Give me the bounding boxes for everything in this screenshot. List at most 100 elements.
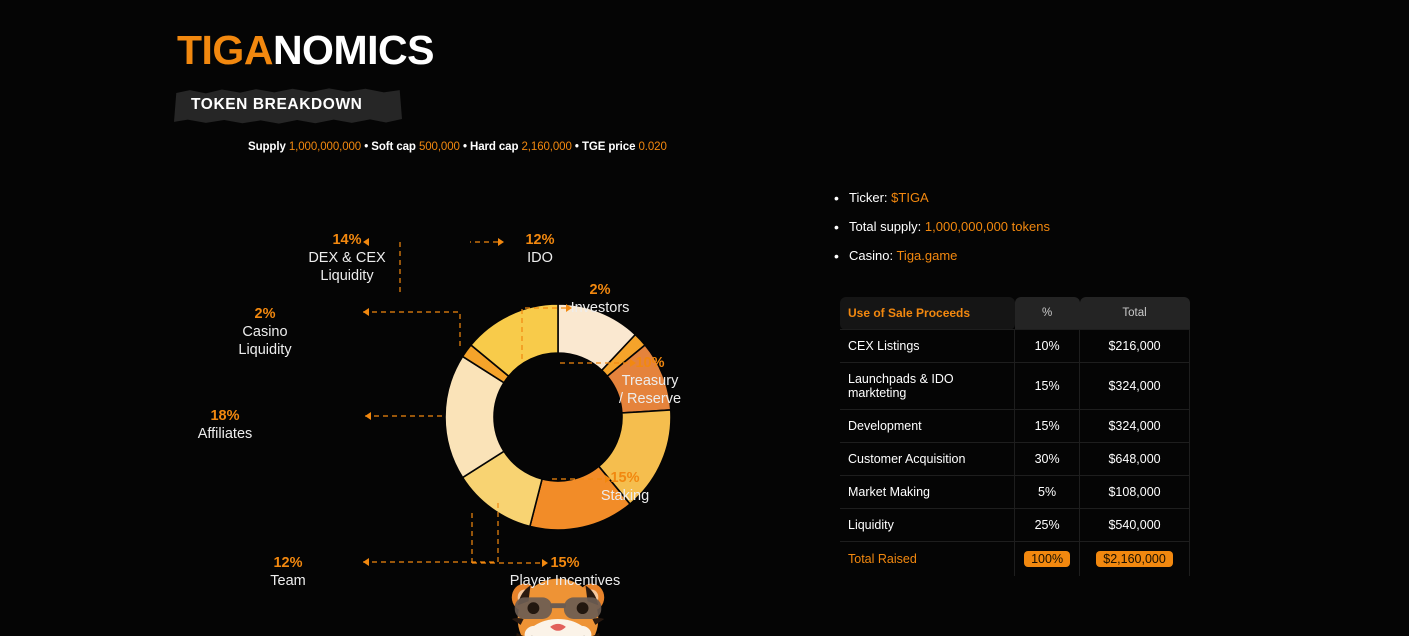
chart-label-pct: 12% [525, 232, 555, 248]
section-badge-background [174, 88, 402, 124]
stat-separator-1: • [364, 141, 369, 153]
chart-label-treasury-reserve: 10% Treasury / Reserve [580, 355, 720, 408]
table-header-row: Use of Sale Proceeds % Total [840, 297, 1190, 330]
cell-category: Liquidity [840, 508, 1015, 542]
chart-label-ido: 12% IDO [480, 232, 600, 267]
chart-label-name: Investors [570, 299, 630, 316]
supply-stats-line: Supply 1,000,000,000 • Soft cap 500,000 … [248, 141, 667, 153]
chart-label-name: Treasury / Reserve [618, 372, 682, 407]
supply-value: 1,000,000,000 [288, 141, 362, 153]
chart-label-name: Staking [600, 487, 650, 504]
cell-category: CEX Listings [840, 329, 1015, 363]
chart-label-casino-liquidity: 2% Casino Liquidity [200, 306, 330, 359]
chart-label-staking: 15% Staking [560, 470, 690, 505]
chart-label-team: 12% Team [218, 555, 358, 590]
tge-price-label: TGE price [581, 141, 636, 153]
brand-logo-part2: NOMICS [272, 27, 435, 73]
table-row: CEX Listings 10% $216,000 [840, 329, 1190, 363]
cell-total: $648,000 [1079, 442, 1190, 476]
leader-arrow-icon [630, 359, 636, 367]
leader-arrow-icon [498, 238, 504, 246]
table-head: Use of Sale Proceeds % Total [840, 297, 1190, 330]
tiger-mascot-icon [511, 578, 605, 636]
cell-total-percent: 100% [1014, 541, 1081, 576]
cell-percent: 15% [1014, 409, 1081, 443]
stat-separator-2: • [462, 141, 467, 153]
softcap-label: Soft cap [371, 141, 416, 153]
chart-label-dex-cex-liquidity: 14% DEX & CEX Liquidity [272, 232, 422, 285]
chart-label-pct: 15% [550, 555, 580, 571]
fact-label: Total supply: [849, 218, 922, 234]
cell-category: Customer Acquisition [840, 442, 1015, 476]
table-row: Development 15% $324,000 [840, 409, 1190, 443]
table-body: CEX Listings 10% $216,000 Launchpads & IDO … [840, 329, 1190, 576]
table-row: Liquidity 25% $540,000 [840, 508, 1190, 542]
cell-category: Development [840, 409, 1015, 443]
fact-value: 1,000,000,000 tokens [924, 218, 1050, 234]
cell-total-label: Total Raised [840, 541, 1015, 576]
softcap-value: 500,000 [418, 141, 460, 153]
hardcap-label: Hard cap [469, 141, 519, 153]
cell-percent: 15% [1014, 362, 1081, 410]
cell-total: $540,000 [1079, 508, 1190, 542]
fact-value-link[interactable]: Tiga.game [896, 247, 958, 263]
cell-total-amount: $2,160,000 [1079, 541, 1190, 576]
leader-arrow-icon [566, 304, 572, 312]
chart-label-pct: 14% [332, 232, 362, 248]
fact-label: Ticker: [849, 190, 888, 205]
leader-arrow-icon [542, 559, 548, 567]
chart-label-name: Team [270, 572, 306, 589]
cell-percent: 25% [1014, 508, 1081, 542]
chart-label-pct: 2% [589, 282, 611, 298]
chart-label-name: IDO [527, 249, 553, 266]
cell-percent: 10% [1014, 329, 1081, 363]
token-allocation-donut-chart: 14% DEX & CEX Liquidity 2% Casino Liquidit… [160, 200, 780, 636]
tge-price-value: 0.020 [638, 141, 667, 153]
stat-separator-3: • [574, 141, 579, 153]
leader-arrows [363, 238, 636, 567]
chart-label-pct: 18% [210, 408, 240, 424]
brand-logo: TIGANOMICS [177, 30, 434, 71]
cell-total: $216,000 [1079, 329, 1190, 363]
section-badge: TOKEN BREAKDOWN [174, 88, 402, 124]
chart-label-pct: 10% [635, 355, 665, 371]
cell-total: $324,000 [1079, 409, 1190, 443]
chart-label-pct: 12% [273, 555, 303, 571]
chart-label-pct: 2% [254, 306, 276, 322]
donut-slices [444, 303, 672, 531]
cell-percent: 5% [1014, 475, 1081, 509]
chart-label-affiliates: 18% Affiliates [150, 408, 300, 443]
fact-value: $TIGA [891, 190, 929, 205]
column-header-total: Total [1079, 297, 1190, 330]
chart-label-investors: 2% Investors [535, 282, 665, 317]
hardcap-value: 2,160,000 [521, 141, 572, 153]
use-of-sale-proceeds-table: Use of Sale Proceeds % Total CEX Listing… [840, 297, 1190, 576]
cell-total: $324,000 [1079, 362, 1190, 410]
leader-arrow-icon [363, 238, 369, 246]
column-header-percent: % [1014, 297, 1080, 330]
donut-chart-svg [363, 238, 672, 567]
table-row: Market Making 5% $108,000 [840, 475, 1190, 509]
chart-label-pct: 15% [610, 470, 640, 486]
leader-arrow-icon [363, 558, 369, 566]
leader-arrow-icon [365, 412, 371, 420]
column-header-use-of-sale-proceeds: Use of Sale Proceeds [840, 297, 1015, 330]
leader-arrow-icon [605, 475, 611, 483]
leader-lines [363, 241, 630, 564]
cell-category: Launchpads & IDO markteting [840, 362, 1015, 410]
chart-label-name: Casino Liquidity [238, 323, 292, 358]
supply-label: Supply [248, 141, 286, 153]
cell-category: Market Making [840, 475, 1015, 509]
brand-logo-part1: TIGA [177, 27, 273, 73]
cell-total: $108,000 [1079, 475, 1190, 509]
fact-label: Casino: [849, 247, 894, 263]
chart-label-player-incentives: 15% Player Incentives [475, 555, 655, 590]
donut-center-hole [494, 353, 622, 481]
table-row: Launchpads & IDO markteting 15% $324,000 [840, 362, 1190, 410]
chart-label-name: Player Incentives [509, 572, 621, 589]
leader-line [363, 500, 499, 563]
table-row: Customer Acquisition 30% $648,000 [840, 442, 1190, 476]
chart-label-name: Affiliates [197, 425, 253, 442]
leader-line [363, 311, 461, 348]
